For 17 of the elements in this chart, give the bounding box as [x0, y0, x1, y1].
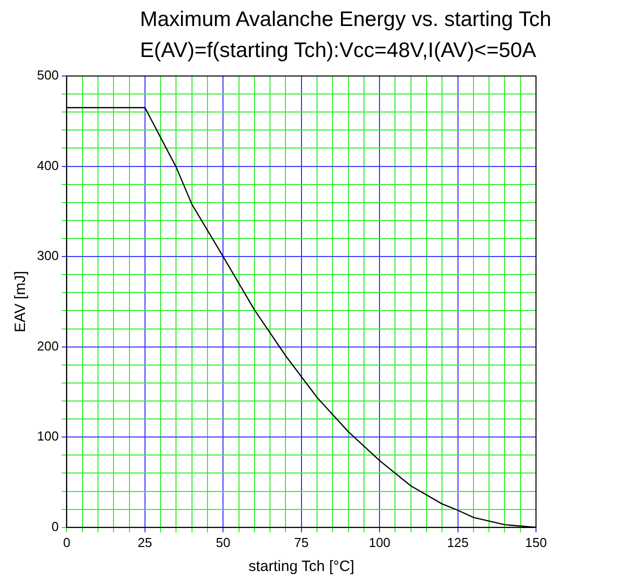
y-tick-label: 0 [51, 518, 59, 534]
x-tick-label: 0 [63, 534, 70, 550]
x-tick-label: 150 [525, 534, 547, 550]
y-axis-title: EAV [mJ] [12, 270, 30, 332]
y-tick-label: 300 [36, 248, 59, 264]
y-tick-label: 400 [36, 158, 59, 173]
x-tick-label: 125 [446, 534, 469, 550]
x-tick-label: 50 [216, 534, 230, 550]
x-tick-label: 25 [138, 534, 152, 550]
y-tick-label: 100 [36, 428, 59, 444]
x-tick-label: 100 [368, 534, 390, 550]
x-axis-title: starting Tch [°C] [248, 558, 354, 576]
y-tick-label: 200 [36, 338, 59, 354]
x-tick-label: 75 [294, 534, 309, 550]
chart-title: Maximum Avalanche Energy vs. starting Tch [140, 8, 552, 32]
chart-subtitle: E(AV)=f(starting Tch):Vcc=48V,I(AV)<=50A [140, 39, 536, 63]
y-tick-label: 500 [36, 68, 59, 83]
